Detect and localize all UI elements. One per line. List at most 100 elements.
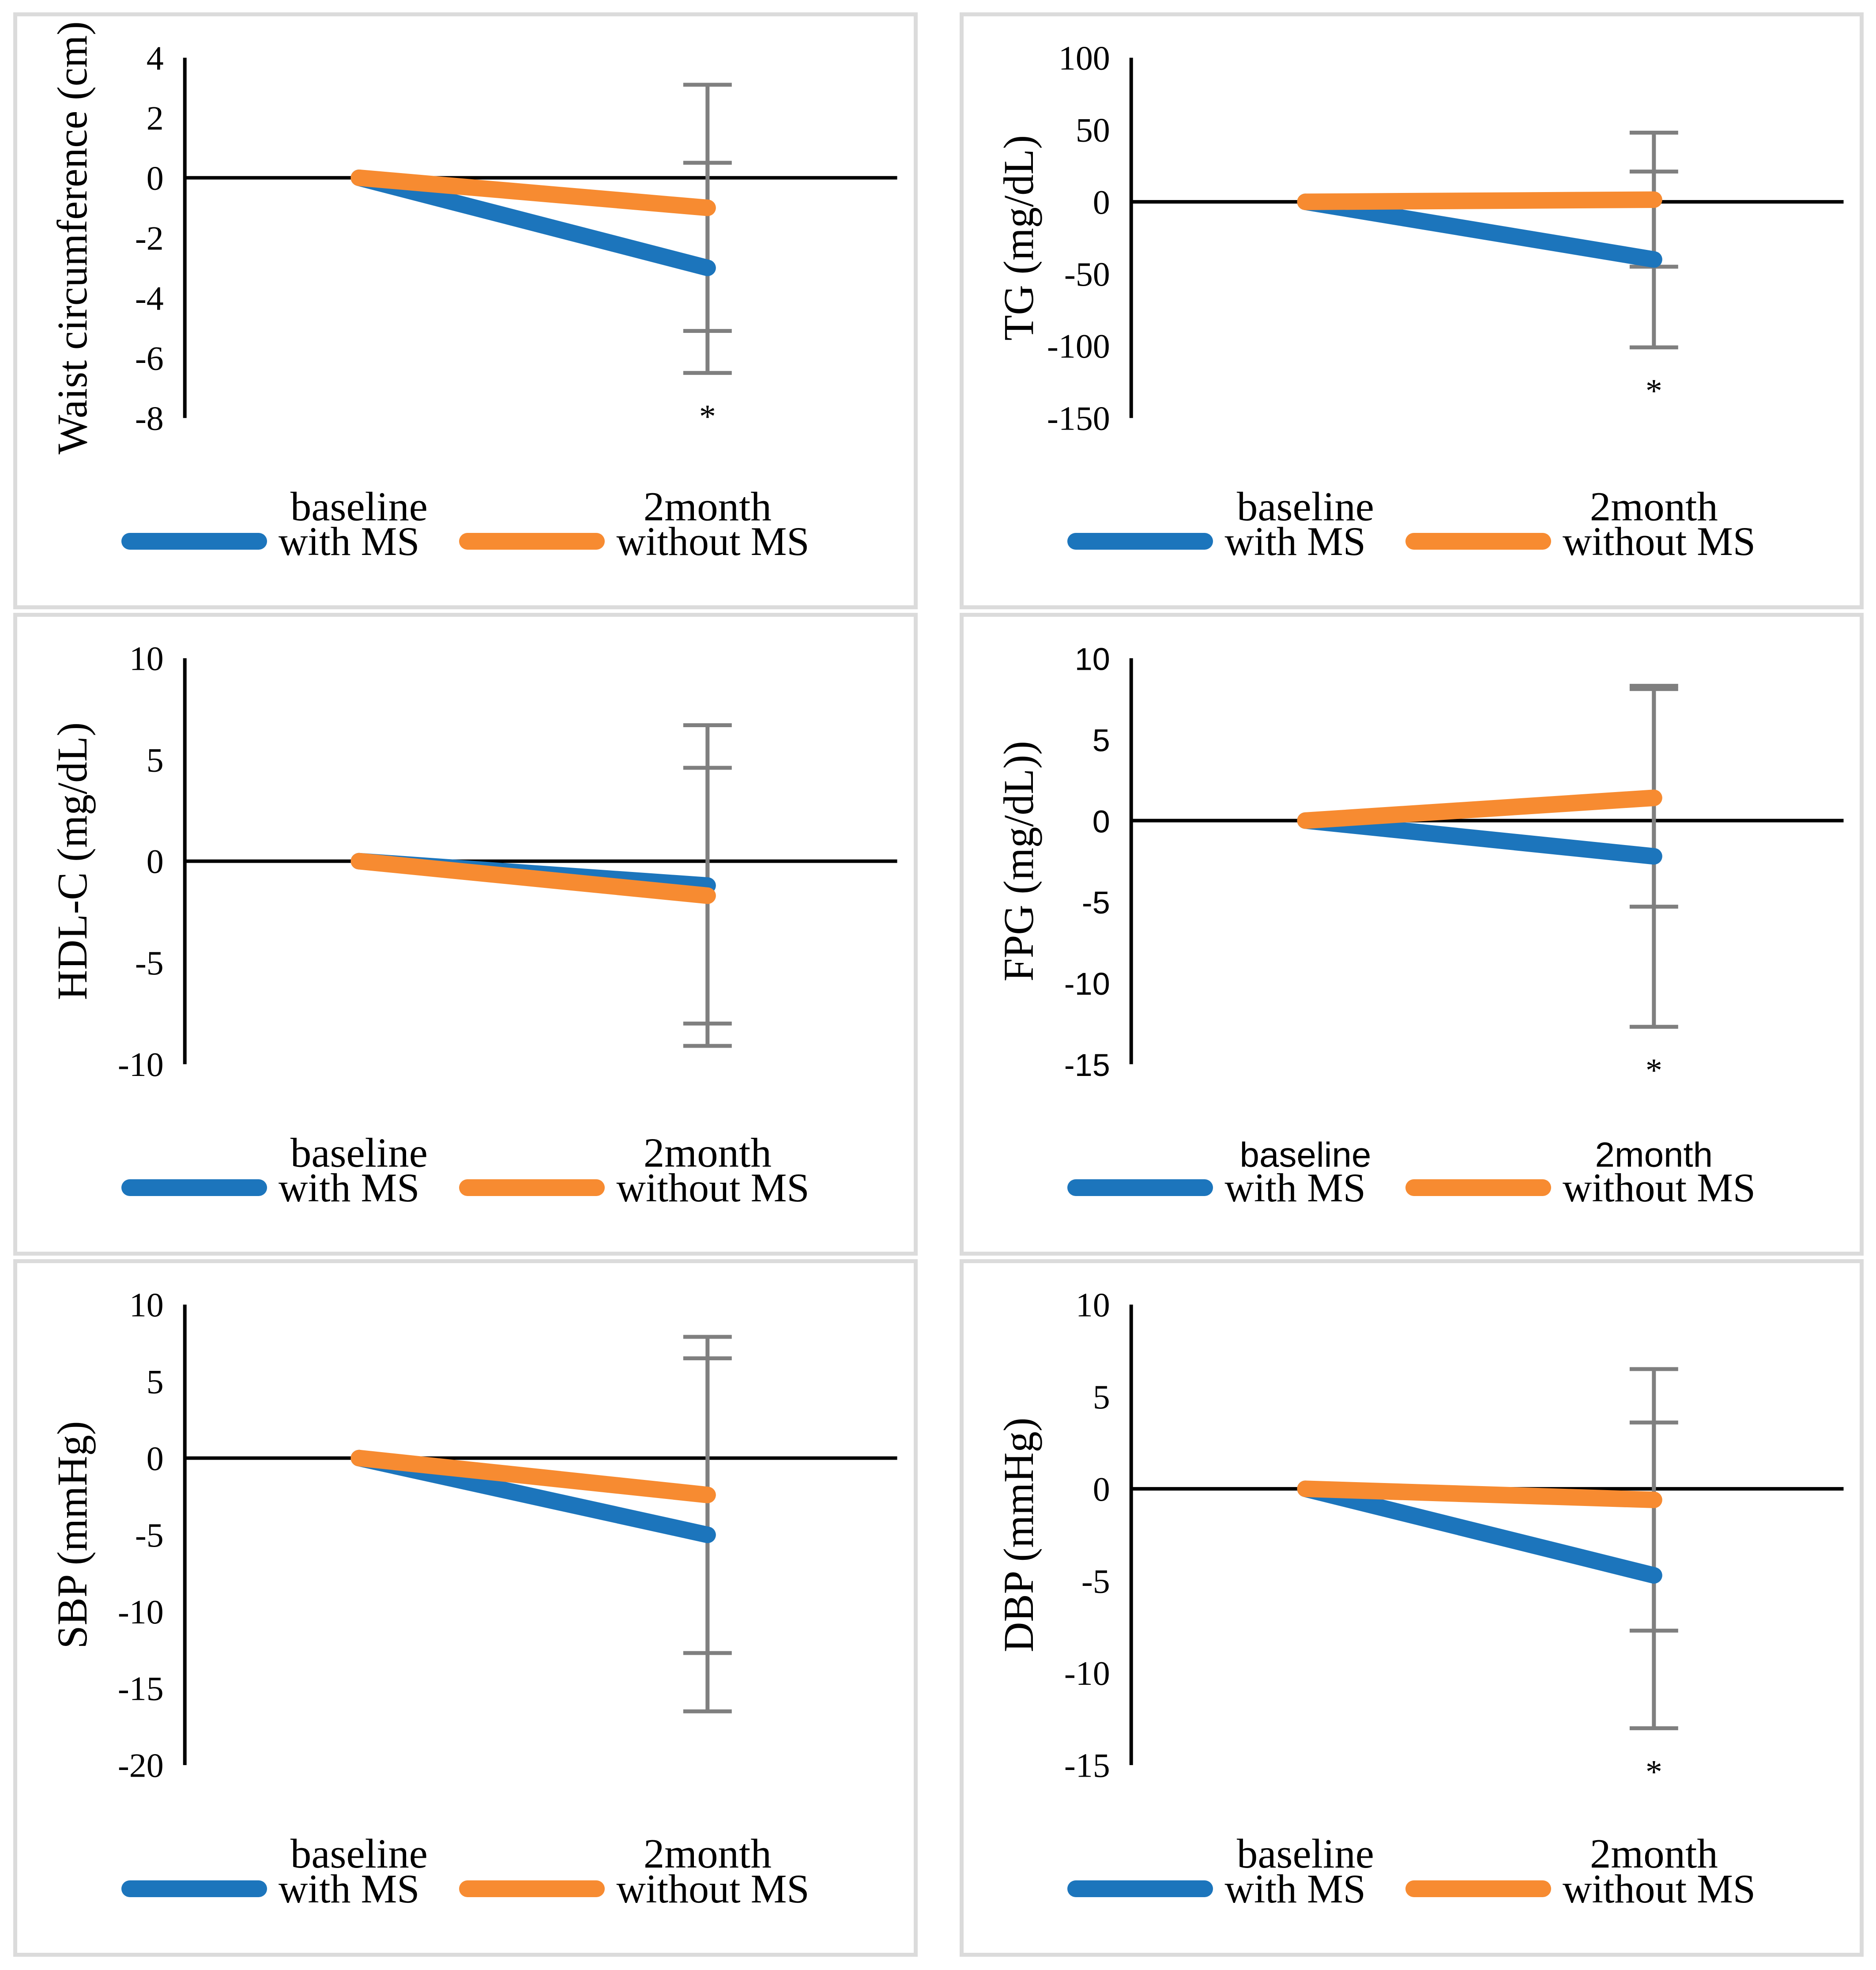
sbp-chart: 10 5 0 -5 -10 -15 -20 baseline 2month SBP (mmHg) xyxy=(49,1286,897,1877)
y-tick-label: -5 xyxy=(1081,1562,1110,1600)
legend-label-without-ms: without MS xyxy=(1562,519,1756,564)
legend: with MS without MS xyxy=(964,1164,1860,1211)
with-ms-line-swatch xyxy=(1067,1880,1213,1897)
significance-asterisk: * xyxy=(699,398,716,434)
legend-label-without-ms: without MS xyxy=(1562,1165,1756,1210)
y-tick-label: -2 xyxy=(135,219,164,257)
x-tick-label: 2month xyxy=(644,1130,772,1176)
without-ms-line-swatch xyxy=(1405,1880,1551,1897)
legend-item-without-ms: without MS xyxy=(1405,1865,1755,1912)
y-tick-label: 0 xyxy=(147,1440,164,1478)
x-tick-label: 2month xyxy=(644,484,772,529)
legend-label-with-ms: with MS xyxy=(278,1866,420,1911)
legend-item-with-ms: with MS xyxy=(121,1164,419,1211)
without-ms-line xyxy=(350,853,716,904)
y-tick-label: 5 xyxy=(147,741,164,779)
legend-item-without-ms: without MS xyxy=(459,1164,810,1211)
y-tick-label: -15 xyxy=(118,1670,164,1708)
legend-item-with-ms: with MS xyxy=(1067,518,1366,565)
with-ms-line-swatch xyxy=(1067,1179,1213,1196)
y-tick-label: -6 xyxy=(135,340,164,377)
y-tick-label: -15 xyxy=(1064,1048,1110,1083)
legend-item-with-ms: with MS xyxy=(121,1865,420,1912)
y-tick-label: -10 xyxy=(118,1045,164,1083)
chart-panel-sbp: 10 5 0 -5 -10 -15 -20 baseline 2month SBP (mmHg) … xyxy=(13,1259,918,1957)
y-tick-label: 10 xyxy=(129,640,164,677)
y-tick-label: 10 xyxy=(1074,642,1110,677)
x-tick-label: baseline xyxy=(290,1831,428,1877)
y-tick-label: -100 xyxy=(1047,328,1110,365)
y-tick-label: 10 xyxy=(129,1286,164,1324)
y-axis-label: DBP (mmHg) xyxy=(995,1418,1042,1653)
chart-panel-dbp: 10 5 0 -5 -10 -15 baseline 2month DBP (mmHg) * wi… xyxy=(959,1259,1864,1957)
y-tick-label: 5 xyxy=(1092,723,1110,759)
y-tick-label: 5 xyxy=(1092,1378,1110,1416)
y-tick-label: -15 xyxy=(1064,1747,1110,1785)
chart-panel-waist: 4 2 0 -2 -4 -6 -8 baseline 2month Waist circumfer… xyxy=(13,12,918,609)
y-tick-label: -8 xyxy=(135,400,164,437)
y-tick-label: -10 xyxy=(1064,966,1110,1002)
y-tick-label: -150 xyxy=(1047,400,1110,437)
y-axis-label: FPG (mg/dL)) xyxy=(995,741,1042,981)
chart-panel-hdlc: 10 5 0 -5 -10 baseline 2month HDL-C (mg/dL) wit… xyxy=(13,613,918,1256)
y-tick-label: 0 xyxy=(147,843,164,880)
legend-item-with-ms: with MS xyxy=(1067,1164,1366,1211)
y-axis-label: TG (mg/dL) xyxy=(995,135,1042,341)
y-tick-label: -5 xyxy=(135,1516,164,1554)
y-tick-label: 0 xyxy=(147,159,164,197)
y-axis-label: Waist circumference (cm) xyxy=(49,21,96,454)
x-tick-label: 2month xyxy=(1595,1135,1713,1174)
without-ms-line-swatch xyxy=(459,533,605,550)
x-tick-label: baseline xyxy=(1236,1831,1374,1877)
y-tick-label: -50 xyxy=(1064,255,1110,293)
legend-label-with-ms: with MS xyxy=(1224,1165,1366,1210)
y-tick-label: 2 xyxy=(147,99,164,137)
y-tick-label: 10 xyxy=(1075,1286,1110,1324)
x-tick-label: 2month xyxy=(644,1831,772,1877)
legend: with MS without MS xyxy=(964,518,1860,565)
legend: with MS without MS xyxy=(17,1164,914,1211)
legend-item-without-ms: without MS xyxy=(459,518,810,565)
without-ms-line xyxy=(1296,1480,1662,1508)
with-ms-line xyxy=(350,169,716,276)
x-tick-label: baseline xyxy=(1236,484,1374,529)
y-axis-label: SBP (mmHg) xyxy=(49,1421,96,1649)
x-tick-label: baseline xyxy=(290,484,428,529)
without-ms-line xyxy=(350,169,716,216)
y-tick-label: -10 xyxy=(1064,1654,1110,1692)
with-ms-line-swatch xyxy=(121,533,267,550)
legend-item-with-ms: with MS xyxy=(1067,1865,1366,1912)
chart-panel-fpg: 10 5 0 -5 -10 -15 baseline 2month FPG (mg/dL)) * … xyxy=(959,613,1864,1256)
tg-chart: 100 50 0 -50 -100 -150 baseline 2month TG (mg/dL… xyxy=(995,39,1844,529)
y-tick-label: 4 xyxy=(147,39,164,77)
legend-item-without-ms: without MS xyxy=(1405,518,1755,565)
legend-label-without-ms: without MS xyxy=(1562,1866,1756,1911)
with-ms-line xyxy=(1296,193,1662,268)
waist-circumference-chart: 4 2 0 -2 -4 -6 -8 baseline 2month Waist circumfer… xyxy=(49,21,897,529)
x-tick-label: 2month xyxy=(1590,1831,1718,1877)
legend: with MS without MS xyxy=(17,1865,914,1912)
legend-item-without-ms: without MS xyxy=(459,1865,810,1912)
without-ms-line xyxy=(350,1449,716,1503)
y-tick-label: -10 xyxy=(118,1593,164,1631)
legend-label-without-ms: without MS xyxy=(616,519,810,564)
y-tick-label: 5 xyxy=(147,1363,164,1401)
significance-asterisk: * xyxy=(1645,1754,1662,1790)
y-tick-label: 0 xyxy=(1092,183,1110,221)
y-axis-label: HDL-C (mg/dL) xyxy=(49,722,96,1000)
without-ms-line-swatch xyxy=(1405,533,1551,550)
y-tick-label: -5 xyxy=(1081,886,1110,921)
y-tick-label: 0 xyxy=(1092,1470,1110,1508)
without-ms-line-swatch xyxy=(1405,1179,1551,1196)
without-ms-line-swatch xyxy=(459,1880,605,1897)
significance-asterisk: * xyxy=(1645,1053,1662,1089)
hdlc-chart: 10 5 0 -5 -10 baseline 2month HDL-C (mg/dL) xyxy=(49,640,897,1176)
fpg-chart: 10 5 0 -5 -10 -15 baseline 2month FPG (mg/dL)) * xyxy=(995,642,1844,1174)
with-ms-line-swatch xyxy=(121,1880,267,1897)
without-ms-line-swatch xyxy=(459,1179,605,1196)
with-ms-line-swatch xyxy=(1067,533,1213,550)
legend: with MS without MS xyxy=(964,1865,1860,1912)
y-tick-label: 100 xyxy=(1058,39,1110,77)
legend-label-without-ms: without MS xyxy=(616,1866,810,1911)
